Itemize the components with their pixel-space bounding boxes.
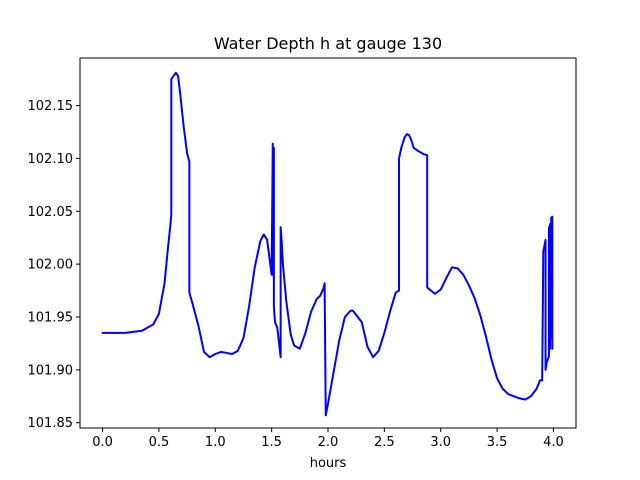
x-axis: 0.0 0.5 1.0 1.5 2.0 2.5 3.0 3.5 4.0 [92, 428, 564, 450]
x-tick-label: 0.0 [92, 435, 113, 450]
series-line [101, 71, 554, 417]
x-tick-label: 3.0 [430, 435, 451, 450]
x-axis-label: hours [310, 456, 347, 471]
y-tick-label: 102.00 [28, 258, 74, 273]
y-tick-label: 101.85 [28, 416, 74, 431]
y-tick-label: 101.90 [28, 363, 74, 378]
y-tick-label: 102.05 [28, 205, 74, 220]
x-tick-label: 1.0 [205, 435, 226, 450]
chart-title: Water Depth h at gauge 130 [214, 34, 442, 53]
x-tick-label: 2.5 [374, 435, 395, 450]
x-tick-label: 4.0 [543, 435, 564, 450]
y-tick-label: 102.10 [28, 152, 74, 167]
x-tick-label: 1.5 [261, 435, 282, 450]
plot-frame [79, 57, 577, 429]
x-tick-label: 3.5 [487, 435, 508, 450]
x-tick-label: 2.0 [318, 435, 339, 450]
y-tick-label: 102.15 [28, 99, 74, 114]
y-tick-label: 101.95 [28, 311, 74, 326]
y-axis: 101.85 101.90 101.95 102.00 102.05 102.10 102.… [28, 99, 80, 431]
x-tick-label: 0.5 [149, 435, 170, 450]
series-layer [101, 71, 554, 417]
